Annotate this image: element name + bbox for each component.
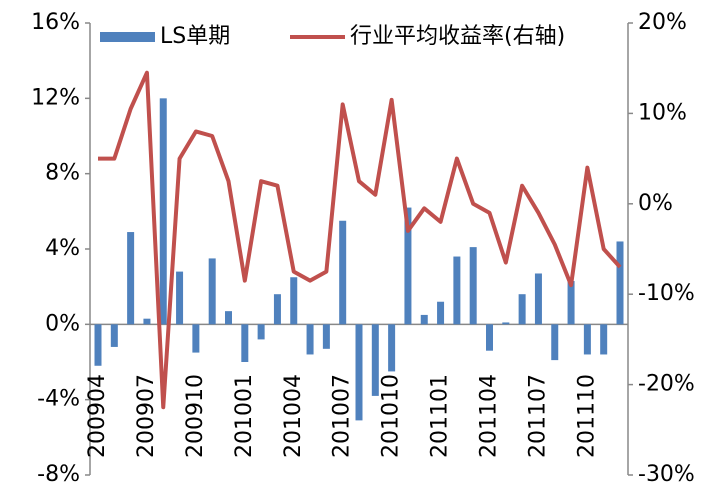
bar (567, 281, 575, 325)
y-tick-label: 4% (45, 236, 80, 261)
bar (534, 273, 542, 325)
bar (469, 247, 477, 325)
y2-tick-label: 20% (638, 10, 687, 35)
bar (306, 324, 314, 355)
y-tick-label: 12% (31, 85, 80, 110)
legend-label: 行业平均收益率(右轴) (350, 24, 565, 49)
bar (600, 324, 608, 355)
y-tick-label: -4% (37, 387, 80, 412)
bar (437, 301, 445, 325)
bar (339, 220, 347, 325)
bar (225, 311, 232, 325)
bar (176, 271, 184, 325)
bar (502, 322, 510, 325)
bar (486, 324, 493, 351)
bar (453, 256, 461, 325)
x-tick-label: 201004 (281, 374, 306, 458)
x-tick-label: 200904 (85, 374, 110, 458)
y-tick-label: 0% (45, 311, 80, 336)
bar (127, 232, 135, 325)
y-tick-label: 16% (31, 10, 80, 35)
bar (404, 207, 412, 325)
y2-tick-label: 10% (638, 100, 687, 125)
bar (371, 324, 379, 396)
legend-label: LS单期 (160, 24, 230, 49)
bar (192, 324, 200, 353)
x-tick-label: 201107 (525, 374, 550, 458)
y2-tick-label: 0% (638, 191, 673, 216)
legend-swatch (100, 32, 155, 42)
bar (159, 98, 167, 325)
bar (583, 324, 591, 355)
bar (551, 324, 559, 361)
y2-tick-label: -20% (638, 372, 695, 397)
bar (322, 324, 330, 349)
y2-tick-label: -30% (638, 462, 695, 487)
x-tick-label: 201101 (428, 374, 453, 458)
line (98, 70, 622, 410)
x-tick-label: 201001 (232, 374, 257, 458)
bar (241, 324, 249, 362)
x-tick-label: 201007 (330, 374, 355, 458)
x-tick-label: 201104 (477, 374, 502, 458)
bar (518, 294, 526, 325)
bar (273, 294, 281, 325)
bar (388, 324, 396, 372)
bar (290, 277, 298, 325)
bar (616, 241, 624, 325)
bar (94, 324, 102, 366)
bar (208, 258, 216, 325)
x-tick-label: 200910 (183, 374, 208, 458)
y-tick-label: -8% (37, 462, 80, 487)
bar (355, 324, 363, 421)
y-tick-label: 8% (45, 161, 80, 186)
x-tick-label: 201110 (574, 374, 599, 458)
bar (420, 314, 428, 325)
x-tick-label: 201010 (379, 374, 404, 458)
bar (110, 324, 118, 347)
bar (143, 318, 151, 325)
y2-tick-label: -10% (638, 281, 695, 306)
bar (257, 324, 265, 340)
x-tick-label: 200907 (134, 374, 159, 458)
